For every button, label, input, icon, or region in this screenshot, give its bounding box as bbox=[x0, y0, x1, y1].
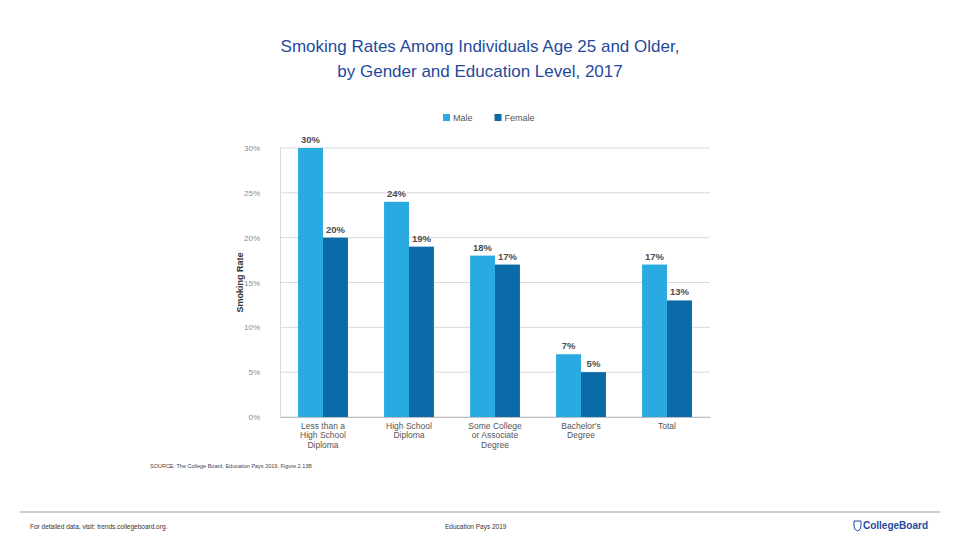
bar bbox=[409, 247, 434, 417]
y-tick: 10% bbox=[244, 323, 280, 332]
x-tick: High SchoolDiploma bbox=[386, 417, 432, 440]
legend-label: Female bbox=[505, 113, 535, 123]
x-tick-label: Bachelor'sDegree bbox=[561, 421, 600, 440]
y-tick: 5% bbox=[248, 368, 280, 377]
legend-swatch bbox=[443, 114, 450, 121]
y-tick: 15% bbox=[244, 279, 280, 288]
y-tick-label: 20% bbox=[244, 234, 260, 243]
grid-line bbox=[280, 148, 710, 149]
legend-label: Male bbox=[453, 113, 473, 123]
x-tick-label: Less than aHigh SchoolDiploma bbox=[300, 421, 346, 450]
data-label: 17% bbox=[498, 251, 518, 262]
y-tick-label: 5% bbox=[248, 368, 260, 377]
x-tick: Some Collegeor AssociateDegree bbox=[468, 417, 522, 450]
x-tick: Total bbox=[658, 417, 676, 431]
y-tick: 30% bbox=[244, 144, 280, 153]
x-tick: Bachelor'sDegree bbox=[561, 417, 600, 440]
legend: Male Female bbox=[443, 113, 535, 123]
data-label: 30% bbox=[301, 134, 321, 145]
x-tick: Less than aHigh SchoolDiploma bbox=[300, 417, 346, 450]
y-tick: 0% bbox=[248, 413, 280, 422]
title: by Gender and Education Level, 2017 bbox=[337, 62, 622, 81]
data-label: 17% bbox=[645, 251, 665, 262]
x-tick-label-line: Diploma bbox=[393, 430, 424, 440]
bar bbox=[642, 265, 667, 417]
y-tick-label: 0% bbox=[248, 413, 260, 422]
footer-text: For detailed data, visit: trends.college… bbox=[30, 523, 167, 531]
legend-swatch bbox=[495, 114, 502, 121]
y-tick: 25% bbox=[244, 189, 280, 198]
x-tick-label-line: Degree bbox=[481, 440, 509, 450]
legend-item: Male bbox=[443, 113, 473, 123]
logo-shield bbox=[854, 521, 861, 531]
bar bbox=[495, 265, 520, 417]
bar bbox=[556, 354, 581, 417]
data-label: 20% bbox=[326, 224, 346, 235]
x-tick-label-line: Total bbox=[658, 421, 676, 431]
footer-rule bbox=[20, 512, 940, 513]
bars bbox=[298, 148, 692, 417]
data-label: 19% bbox=[412, 233, 432, 244]
bar bbox=[384, 202, 409, 417]
data-label: 7% bbox=[562, 340, 576, 351]
legend-item: Female bbox=[495, 113, 535, 123]
y-tick-label: 10% bbox=[244, 323, 260, 332]
y-tick-label: 25% bbox=[244, 189, 260, 198]
y-axis: 0% 5% 10% 15% 20% 25% 30% bbox=[244, 144, 281, 422]
data-label: 5% bbox=[587, 358, 601, 369]
bar bbox=[323, 238, 348, 417]
bar bbox=[667, 300, 692, 417]
bar bbox=[581, 372, 606, 417]
grid bbox=[280, 148, 710, 417]
bar bbox=[470, 256, 495, 417]
x-tick-label: High SchoolDiploma bbox=[386, 421, 432, 440]
source: SOURCE: The College Board, Education Pay… bbox=[150, 463, 312, 469]
y-tick-label: 30% bbox=[244, 144, 260, 153]
title: Smoking Rates Among Individuals Age 25 a… bbox=[281, 37, 680, 56]
x-tick-label: Total bbox=[658, 421, 676, 431]
footer-text: Education Pays 2019 bbox=[445, 523, 507, 531]
grid-line bbox=[280, 192, 710, 193]
x-tick-label-line: Diploma bbox=[307, 440, 338, 450]
y-tick-label: 15% bbox=[244, 279, 260, 288]
y-axis-line bbox=[280, 149, 281, 418]
data-label: 13% bbox=[670, 286, 690, 297]
x-axis: Less than aHigh SchoolDiploma High School… bbox=[281, 417, 711, 450]
x-tick-label-line: Degree bbox=[567, 430, 595, 440]
y-tick: 20% bbox=[244, 234, 280, 243]
data-labels: 30% 24% 18% 7% 17% 20% 19% 17% 5% 13% bbox=[301, 134, 690, 369]
data-label: 24% bbox=[387, 188, 407, 199]
data-label: 18% bbox=[473, 242, 493, 253]
x-tick-label: Some Collegeor AssociateDegree bbox=[468, 421, 522, 450]
y-axis-title: Smoking Rate bbox=[235, 252, 245, 312]
footer-logo: CollegeBoard bbox=[863, 520, 928, 531]
bar bbox=[298, 148, 323, 417]
chart: Smoking Rates Among Individuals Age 25 a… bbox=[0, 0, 960, 540]
x-axis-line bbox=[281, 417, 711, 418]
